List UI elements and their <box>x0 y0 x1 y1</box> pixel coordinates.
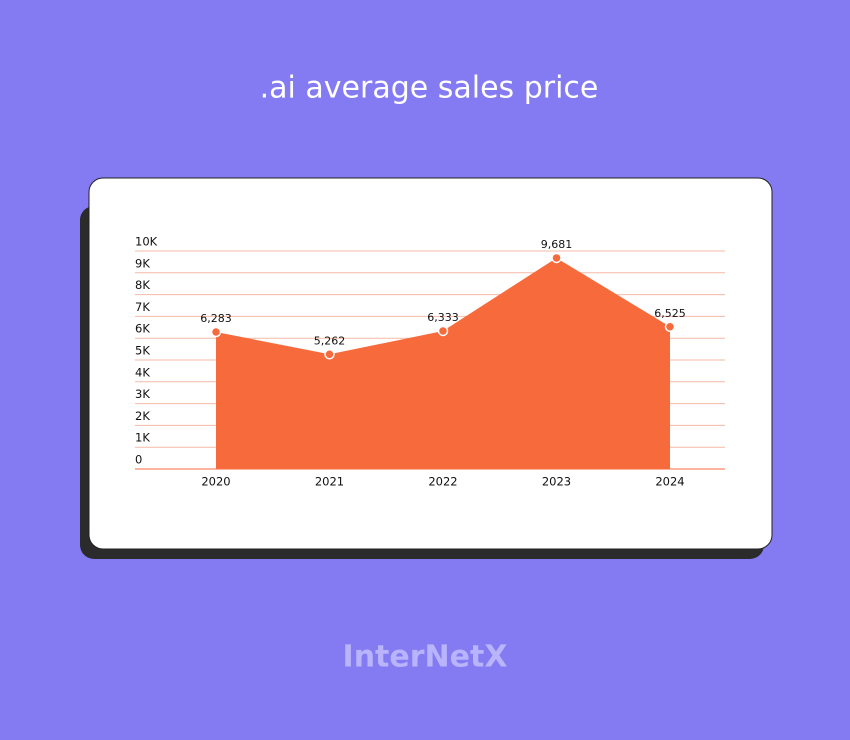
point-marker <box>210 326 222 338</box>
plot: 0 1K 2K 3K 4K 5K 6K 7K 8K 9K 10K 2020 2021 2022 2023 20… <box>135 235 725 489</box>
y-tick-label: 1K <box>135 431 150 445</box>
point-marker <box>551 252 562 264</box>
point-marker <box>324 349 335 360</box>
point-marker <box>437 325 449 337</box>
data-label: 9,681 <box>541 238 573 251</box>
data-label: 6,525 <box>654 307 686 320</box>
point-marker <box>664 321 676 333</box>
y-tick-label: 6K <box>135 322 150 336</box>
x-tick-label: 2023 <box>542 475 571 489</box>
y-tick-label: 8K <box>135 278 150 292</box>
y-tick-label: 0 <box>135 453 142 467</box>
y-tick-label: 10K <box>135 235 158 249</box>
area <box>216 257 670 469</box>
y-tick-label: 4K <box>135 365 150 379</box>
data-label: 6,333 <box>427 311 459 324</box>
chart-title: .ai average sales price <box>260 71 599 106</box>
x-tick-label: 2020 <box>201 475 230 489</box>
data-label: 6,283 <box>200 312 232 325</box>
y-tick-label: 7K <box>135 300 150 314</box>
x-tick-label: 2022 <box>428 475 457 489</box>
brand-logo: InterNetX <box>343 640 508 675</box>
x-tick-label: 2021 <box>315 475 344 489</box>
data-label: 5,262 <box>314 334 346 347</box>
y-tick-label: 2K <box>135 409 150 423</box>
y-tick-label: 5K <box>135 344 150 358</box>
x-tick-label: 2024 <box>655 475 684 489</box>
y-tick-label: 9K <box>135 256 150 270</box>
y-tick-label: 3K <box>135 387 150 401</box>
